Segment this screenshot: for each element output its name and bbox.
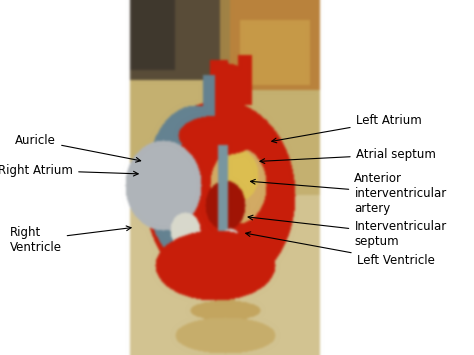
Text: Right
Ventricle: Right Ventricle [9,226,131,253]
Text: Right Atrium: Right Atrium [0,164,138,177]
Text: Left Ventricle: Left Ventricle [246,232,435,267]
Text: Interventricular
septum: Interventricular septum [248,215,447,248]
Text: Atrial septum: Atrial septum [260,148,436,163]
Text: Auricle: Auricle [15,134,141,162]
Text: Left Atrium: Left Atrium [272,114,421,143]
Text: Anterior
interventricular
artery: Anterior interventricular artery [250,172,447,215]
